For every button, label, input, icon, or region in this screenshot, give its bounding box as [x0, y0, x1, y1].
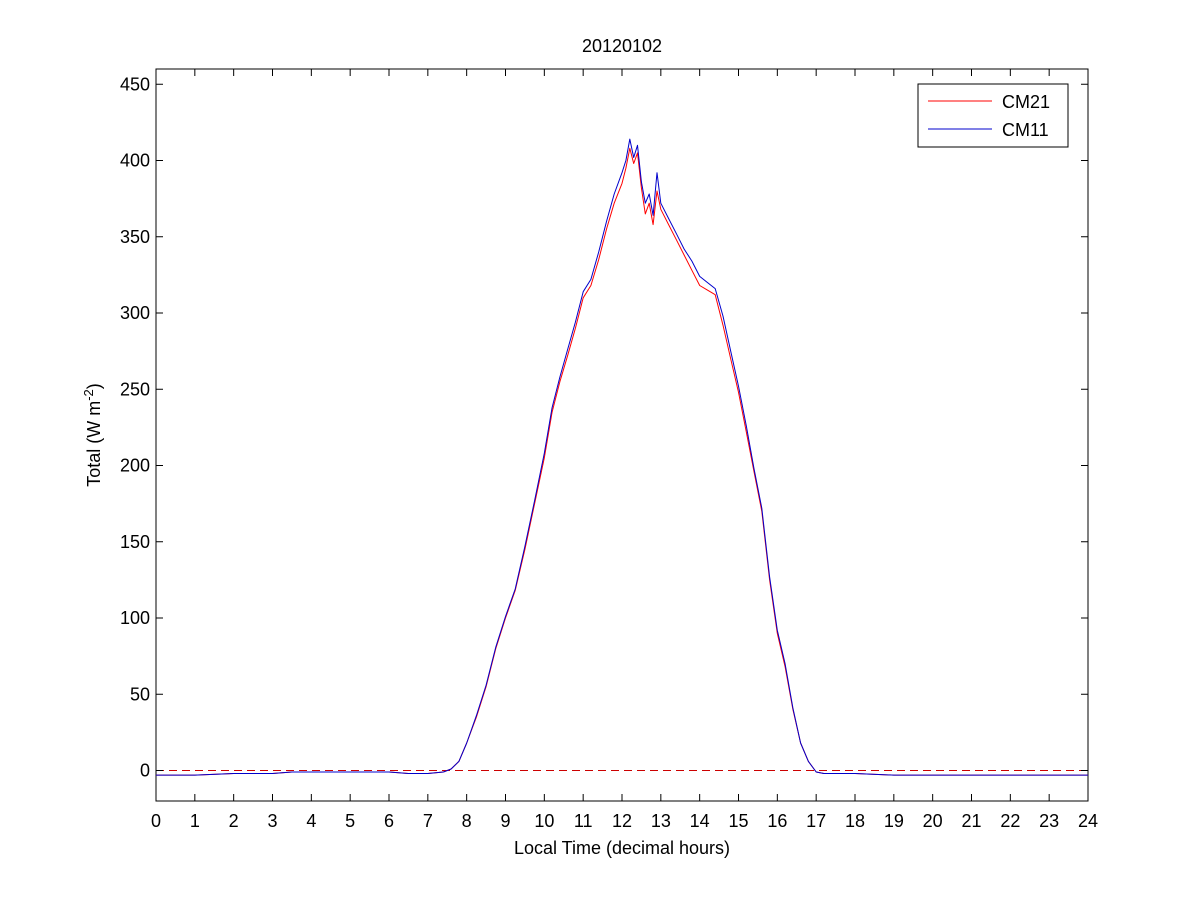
x-tick-label: 14 — [690, 811, 710, 831]
legend-box — [917, 83, 1069, 148]
x-tick-label: 24 — [1078, 811, 1098, 831]
x-tick-label: 3 — [267, 811, 277, 831]
x-tick-label: 5 — [345, 811, 355, 831]
legend: CM21 CM11 — [917, 83, 1069, 148]
legend-label-cm11: CM11 — [1002, 120, 1049, 140]
y-tick-label: 200 — [120, 456, 150, 476]
x-tick-label: 20 — [923, 811, 943, 831]
x-tick-label: 7 — [423, 811, 433, 831]
x-tick-label: 18 — [845, 811, 865, 831]
y-axis-label: Total (W m-2) — [81, 383, 104, 487]
y-tick-label: 100 — [120, 608, 150, 628]
legend-label-cm21: CM21 — [1002, 92, 1050, 112]
x-axis: 0 1 2 3 4 5 6 7 8 9 10 11 12 13 14 15 16 17 18 19 20 21 22 23 24 — [151, 69, 1098, 831]
y-axis-label-superscript: -2 — [81, 389, 96, 401]
x-tick-label: 1 — [190, 811, 200, 831]
x-tick-label: 21 — [961, 811, 981, 831]
y-tick-label: 250 — [120, 379, 150, 399]
x-tick-label: 17 — [806, 811, 826, 831]
x-tick-label: 0 — [151, 811, 161, 831]
y-axis-label-close: ) — [84, 383, 104, 389]
y-axis-label-main: Total (W m — [84, 401, 104, 487]
x-tick-label: 6 — [384, 811, 394, 831]
y-tick-label: 350 — [120, 227, 150, 247]
x-axis-label: Local Time (decimal hours) — [514, 838, 730, 858]
plot-frame — [155, 68, 1089, 802]
x-tick-label: 12 — [612, 811, 632, 831]
y-tick-label: 450 — [120, 74, 150, 94]
x-tick-label: 2 — [229, 811, 239, 831]
x-tick-label: 19 — [884, 811, 904, 831]
x-tick-label: 16 — [767, 811, 787, 831]
x-tick-label: 11 — [574, 811, 593, 831]
y-tick-label: 300 — [120, 303, 150, 323]
x-tick-label: 23 — [1039, 811, 1059, 831]
y-axis: 0 50 100 150 200 250 300 350 400 450 — [120, 74, 1088, 781]
y-tick-label: 0 — [140, 761, 150, 781]
series-layer — [156, 138, 1088, 776]
y-tick-label: 400 — [120, 151, 150, 171]
x-tick-label: 13 — [651, 811, 671, 831]
x-tick-label: 4 — [306, 811, 316, 831]
y-tick-label: 150 — [120, 532, 150, 552]
x-tick-label: 22 — [1000, 811, 1020, 831]
x-tick-label: 15 — [728, 811, 748, 831]
chart-title: 20120102 — [582, 36, 662, 56]
series-line-cm11 — [156, 138, 1088, 776]
y-tick-label: 50 — [130, 684, 150, 704]
x-tick-label: 10 — [534, 811, 554, 831]
x-tick-label: 9 — [500, 811, 510, 831]
x-tick-label: 8 — [462, 811, 472, 831]
plot-area: 0 1 2 3 4 5 6 7 8 9 10 11 12 13 14 15 16 17 18 19 20 21 22 23 24… — [120, 68, 1098, 831]
